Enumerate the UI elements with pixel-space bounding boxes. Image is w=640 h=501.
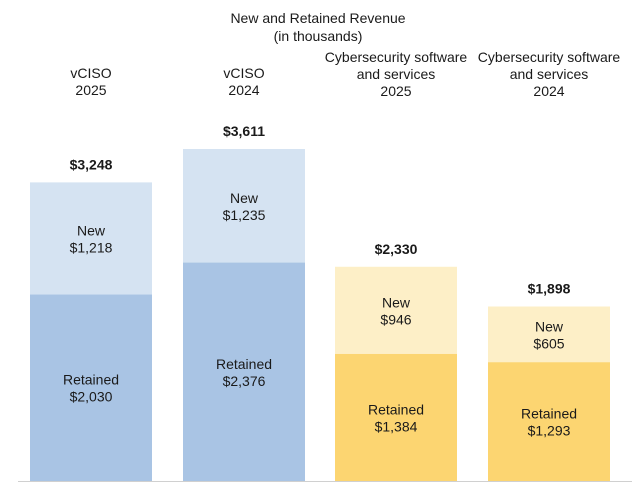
segment-value-label: $1,218: [70, 239, 113, 255]
category-label: 2024: [533, 83, 564, 99]
total-value-label: $3,611: [223, 123, 265, 139]
category-label: vCISO: [223, 65, 264, 81]
bar-retained: [335, 353, 457, 481]
segment-series-label: New: [230, 190, 259, 206]
segment-value-label: $1,384: [375, 418, 418, 434]
segment-series-label: Retained: [63, 372, 119, 388]
bar-retained: [183, 262, 305, 481]
segment-series-label: Retained: [216, 356, 272, 372]
segment-series-label: Retained: [368, 401, 424, 417]
chart-subtitle: (in thousands): [274, 28, 363, 44]
segment-series-label: Retained: [521, 406, 577, 422]
bars-layer: vCISO2025$3,248New$1,218Retained$2,030vC…: [30, 49, 620, 481]
total-value-label: $2,330: [375, 241, 418, 257]
bar-new: [488, 306, 610, 363]
category-label: 2025: [75, 82, 106, 98]
segment-value-label: $1,235: [223, 207, 266, 223]
segment-value-label: $1,293: [528, 423, 571, 439]
segment-series-label: New: [382, 294, 411, 310]
bar-new: [335, 266, 457, 354]
total-value-label: $1,898: [528, 280, 571, 296]
category-label: and services: [357, 66, 436, 82]
segment-value-label: $605: [533, 335, 564, 351]
segment-value-label: $2,030: [70, 389, 113, 405]
segment-value-label: $2,376: [223, 373, 266, 389]
bar-retained: [30, 294, 152, 481]
bar-new: [30, 182, 152, 295]
bar-new: [183, 149, 305, 263]
total-value-label: $3,248: [70, 156, 113, 172]
chart-title: New and Retained Revenue: [230, 10, 405, 26]
category-label: and services: [510, 66, 589, 82]
segment-series-label: New: [77, 222, 106, 238]
category-label: 2024: [228, 82, 259, 98]
category-label: vCISO: [70, 65, 111, 81]
category-label: Cybersecurity software: [478, 49, 621, 65]
bar-retained: [488, 362, 610, 481]
category-label: 2025: [380, 83, 411, 99]
segment-value-label: $946: [380, 311, 411, 327]
segment-series-label: New: [535, 318, 564, 334]
category-label: Cybersecurity software: [325, 49, 468, 65]
